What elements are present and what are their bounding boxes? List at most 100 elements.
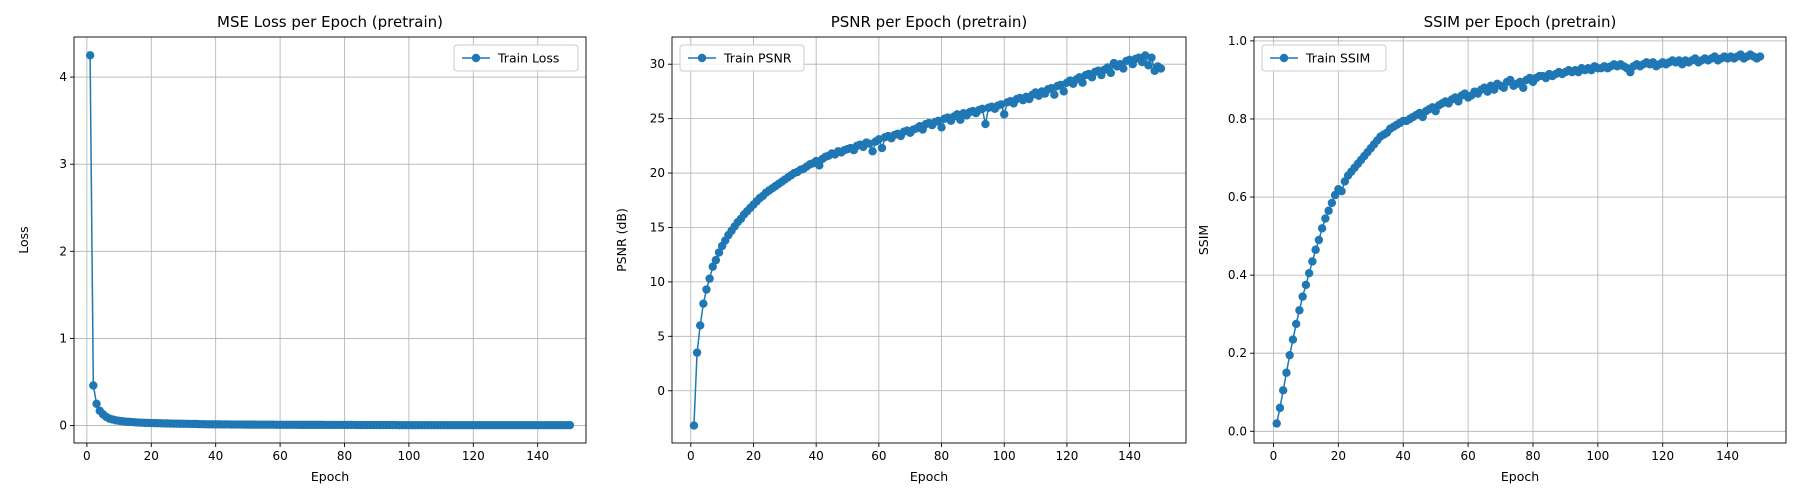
y-tick-label: 0 [657, 384, 665, 398]
legend-box [453, 44, 579, 72]
y-tick-label: 2 [59, 244, 67, 258]
y-tick-label: 3 [59, 157, 67, 171]
y-tick-label: 0.0 [1228, 424, 1247, 438]
data-point [1327, 198, 1337, 208]
legend-label: Train SSIM [1305, 51, 1370, 66]
axes-frame [1253, 36, 1787, 444]
axes-frame [671, 36, 1187, 444]
x-tick-label: 80 [1525, 449, 1540, 463]
x-axis-label: Epoch [311, 469, 349, 484]
data-point [85, 51, 95, 60]
data-point [1291, 319, 1301, 329]
x-tick-label: 40 [208, 449, 223, 463]
x-axis-label: Epoch [910, 469, 948, 484]
y-tick-label: 1 [59, 331, 67, 345]
x-tick-label: 140 [1118, 449, 1141, 463]
data-point [711, 255, 721, 265]
psnr-chart: PSNR per Epoch (pretrain) Epoch PSNR (dB… [614, 13, 1187, 484]
data-point [1000, 110, 1009, 119]
data-point [978, 104, 987, 114]
x-tick-label: 120 [1055, 449, 1078, 463]
data-point [1278, 386, 1288, 395]
data-point [689, 421, 699, 430]
y-tick-label: 10 [650, 275, 665, 289]
data-point [1144, 61, 1153, 70]
ssim-chart: SSIM per Epoch (pretrain) Epoch SSIM 0 20… [1196, 13, 1787, 484]
x-tick-label: 100 [1586, 449, 1609, 463]
data-point [92, 399, 101, 408]
legend: Train SSIM [1261, 44, 1387, 72]
data-point [956, 115, 965, 124]
plot-area [74, 37, 586, 443]
x-tick-label: 120 [1651, 449, 1674, 463]
y-axis-label: SSIM [1196, 225, 1211, 255]
legend-marker [471, 53, 481, 63]
data-point [1304, 268, 1314, 278]
legend-label: Train Loss [497, 51, 559, 66]
data-point [1295, 306, 1304, 315]
chart-title: PSNR per Epoch (pretrain) [831, 13, 1028, 31]
data-point [1275, 403, 1285, 413]
y-tick-label: 0.2 [1228, 346, 1247, 360]
y-tick-label: 0.8 [1228, 112, 1247, 126]
legend-label: Train PSNR [723, 51, 792, 66]
x-tick-label: 0 [1270, 449, 1278, 463]
data-point [702, 285, 711, 294]
x-tick-label: 100 [397, 449, 420, 463]
y-tick-label: 5 [657, 329, 665, 343]
y-tick-label: 1.0 [1228, 34, 1247, 48]
x-axis-label: Epoch [1501, 469, 1539, 484]
data-point [981, 119, 990, 129]
data-point [937, 123, 946, 132]
x-tick-label: 100 [993, 449, 1016, 463]
y-tick-label: 15 [650, 220, 665, 234]
data-point [1288, 335, 1298, 344]
data-point [692, 348, 702, 357]
data-point [1324, 206, 1333, 215]
data-point [89, 381, 98, 390]
data-point [1755, 52, 1765, 61]
data-point [868, 147, 877, 156]
x-tick-label: 60 [1460, 449, 1475, 463]
data-point [1301, 280, 1311, 290]
data-point [1321, 214, 1330, 223]
loss-chart: MSE Loss per Epoch (pretrain) Epoch Loss… [16, 13, 587, 484]
data-point [705, 274, 714, 283]
legend: Train PSNR [679, 44, 805, 72]
data-point [877, 143, 887, 153]
data-point [1314, 235, 1324, 245]
y-tick-label: 0 [59, 419, 67, 433]
legend-marker [697, 53, 707, 63]
x-tick-label: 40 [1396, 449, 1411, 463]
x-tick-label: 80 [934, 449, 949, 463]
chart-title: SSIM per Epoch (pretrain) [1424, 13, 1617, 31]
data-point [1272, 419, 1281, 428]
y-axis-label: Loss [16, 226, 31, 253]
x-tick-label: 20 [1331, 449, 1346, 463]
x-tick-label: 60 [272, 449, 287, 463]
data-point [1298, 292, 1307, 301]
data-point [699, 299, 708, 308]
data-point [708, 262, 717, 271]
chart-title: MSE Loss per Epoch (pretrain) [217, 13, 443, 31]
data-point [1106, 68, 1115, 78]
data-point [1317, 224, 1327, 233]
x-tick-label: 140 [1716, 449, 1739, 463]
data-point [1119, 64, 1128, 73]
y-tick-label: 0.6 [1228, 190, 1247, 204]
data-point [1078, 78, 1087, 87]
plot-area [672, 37, 1186, 443]
data-point [1050, 90, 1059, 99]
x-tick-label: 60 [871, 449, 886, 463]
legend-box [1261, 44, 1387, 72]
x-tick-label: 20 [144, 449, 159, 463]
x-tick-label: 40 [809, 449, 824, 463]
x-tick-label: 120 [462, 449, 485, 463]
data-point [1519, 83, 1528, 92]
x-tick-label: 80 [337, 449, 352, 463]
data-point [1282, 368, 1291, 377]
x-tick-label: 140 [526, 449, 549, 463]
data-point [565, 420, 575, 430]
data-point [1156, 64, 1166, 73]
